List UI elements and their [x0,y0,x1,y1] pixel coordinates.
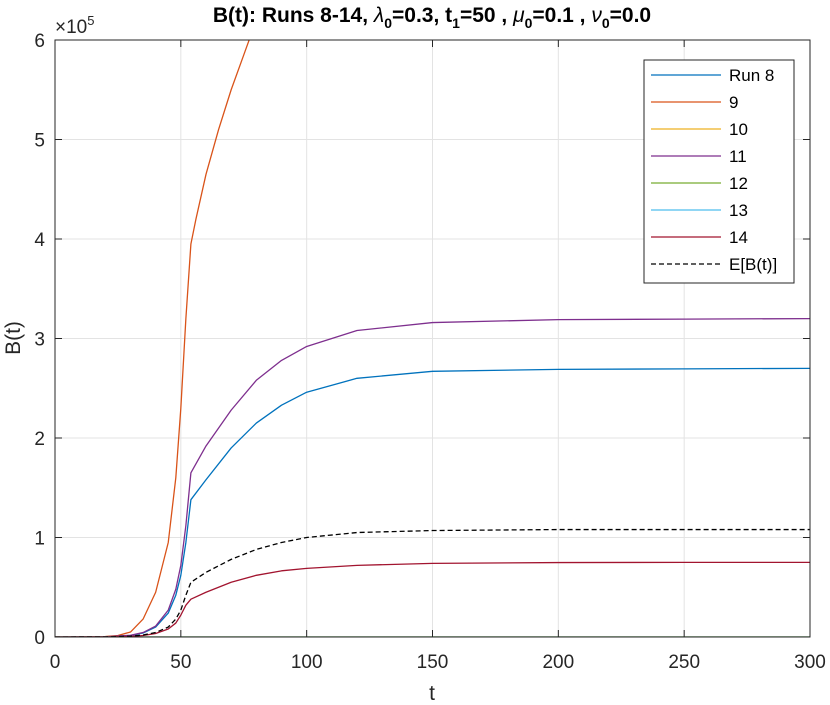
x-axis-label: t [429,682,435,705]
x-tick-label: 100 [291,652,323,673]
legend-label: 12 [729,174,748,193]
legend-label: Run 8 [729,66,774,85]
series-line-11 [55,317,810,637]
legend-label: 14 [729,228,748,247]
legend-label: 10 [729,120,748,139]
x-ticks: 0 50 100 150 200 250 300 [50,40,826,673]
series-lines [55,40,810,637]
y-tick-label: 4 [34,230,45,251]
legend-label: E[B(t)] [729,255,777,274]
y-tick-label: 3 [34,330,45,351]
legend: Run 8 9 10 11 12 13 14 E[B(t)] [643,59,795,284]
y-tick-label: 6 [34,31,45,52]
x-tick-label: 50 [170,652,191,673]
x-tick-label: 250 [668,652,700,673]
series-line-e-b-t [55,528,810,637]
x-tick-label: 200 [542,652,574,673]
chart-title: B(t): Runs 8-14, λ0=0.3, t1=50 , μ0=0.1 … [213,4,651,31]
y-axis-label: B(t) [2,321,25,355]
x-tick-label: 300 [794,652,826,673]
legend-label: 9 [729,93,738,112]
x-tick-label: 0 [50,652,61,673]
legend-label: 13 [729,201,748,220]
legend-label: 11 [729,147,747,166]
y-tick-label: 5 [34,131,45,152]
series-line-9 [55,40,250,637]
y-tick-label: 0 [34,628,45,649]
x-tick-label: 150 [417,652,449,673]
y-exponent-label: ×105 [55,13,94,38]
legend-box [643,59,795,284]
y-tick-label: 1 [34,529,45,550]
y-tick-label: 2 [34,429,45,450]
